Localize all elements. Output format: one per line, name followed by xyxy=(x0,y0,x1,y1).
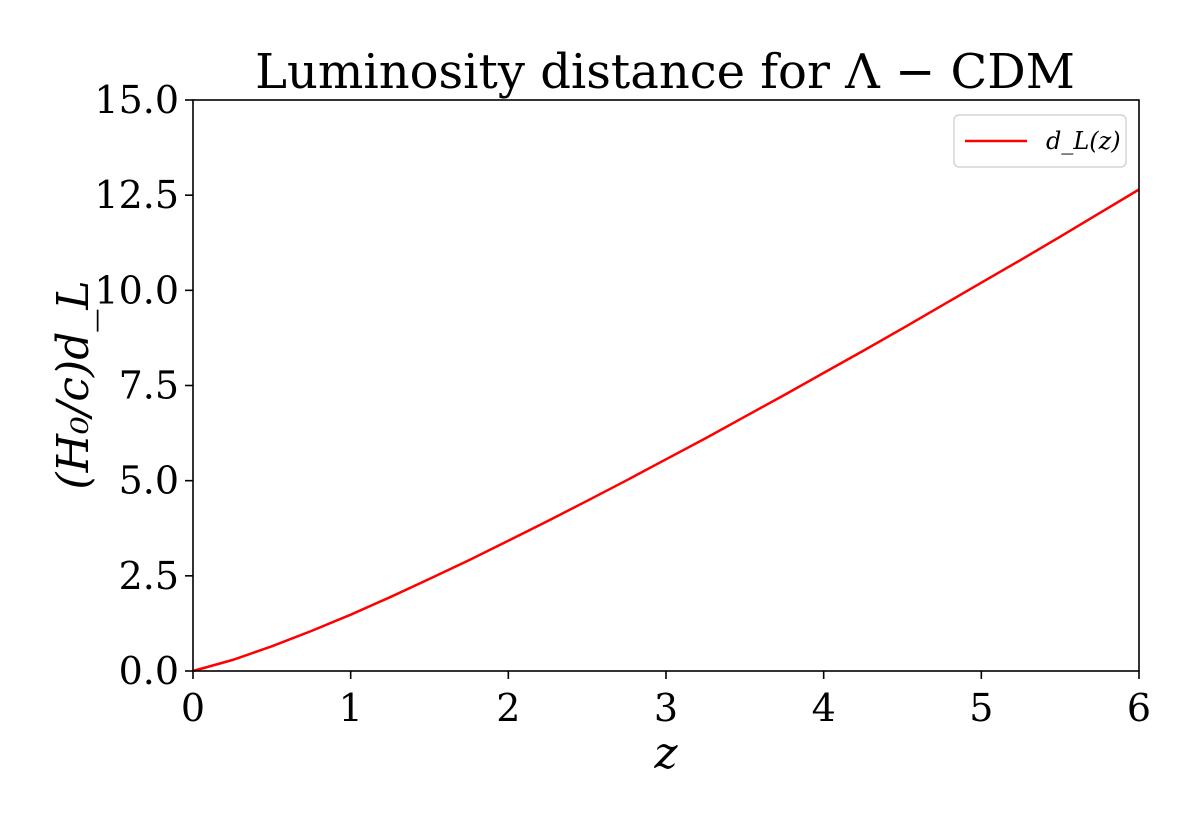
y-tick-label: 0.0 xyxy=(119,649,179,693)
x-tick-label: 6 xyxy=(1127,686,1151,730)
x-axis-label: z xyxy=(653,728,678,779)
legend: d_L(z) xyxy=(953,114,1127,168)
y-tick-label: 7.5 xyxy=(119,364,179,408)
chart-title: Luminosity distance for Λ − CDM xyxy=(255,44,1075,100)
y-axis-ticks: 0.0 2.5 5.0 7.5 10.0 12.5 15.0 xyxy=(94,78,193,693)
x-tick-label: 5 xyxy=(969,686,993,730)
legend-box xyxy=(953,114,1127,168)
y-axis-label: (H₀/c)d_L xyxy=(48,280,99,489)
x-tick-label: 2 xyxy=(496,686,520,730)
y-tick-label: 2.5 xyxy=(119,554,179,598)
plot-frame xyxy=(192,99,1140,672)
y-tick-label: 15.0 xyxy=(94,78,179,122)
x-tick-label: 0 xyxy=(181,686,205,730)
y-tick-label: 10.0 xyxy=(94,268,179,312)
legend-label-dL: d_L(z) xyxy=(1046,127,1121,155)
y-tick-label: 12.5 xyxy=(94,173,179,217)
x-tick-label: 3 xyxy=(654,686,678,730)
y-tick-label: 5.0 xyxy=(119,459,179,503)
series-line-dL xyxy=(192,188,1140,673)
x-tick-label: 1 xyxy=(339,686,363,730)
x-axis-ticks: 0 1 2 3 4 5 6 xyxy=(181,671,1151,730)
x-tick-label: 4 xyxy=(812,686,836,730)
